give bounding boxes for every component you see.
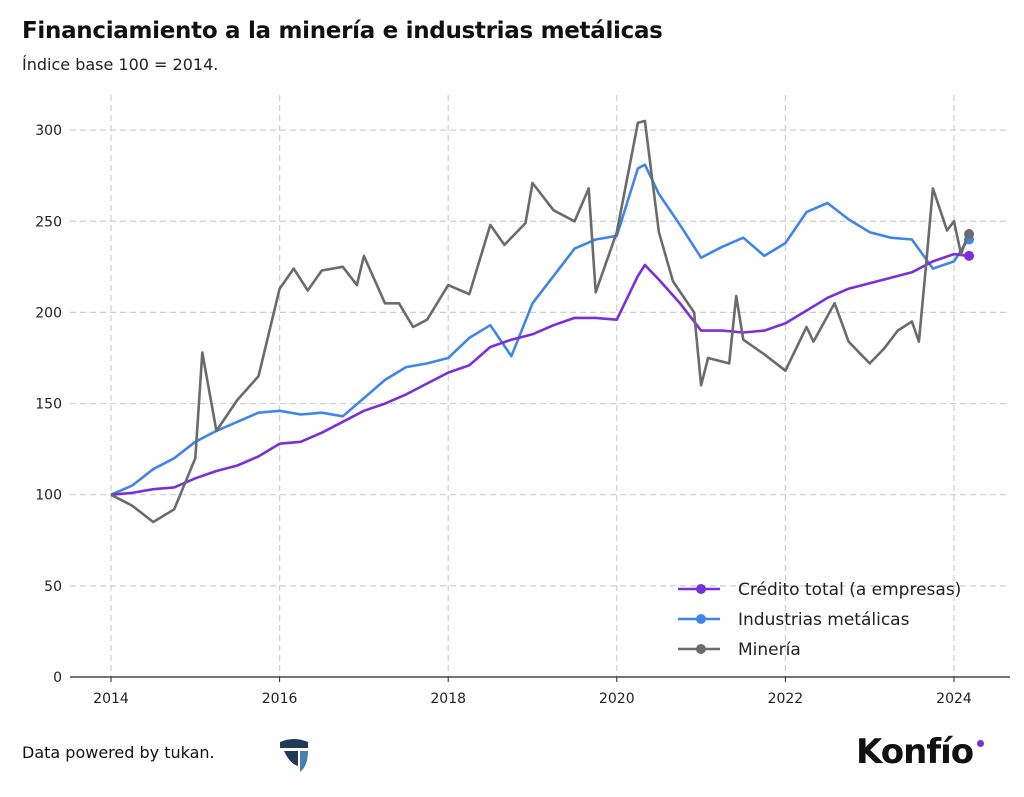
x-tick-label: 2016 — [262, 691, 298, 707]
legend-label-2: Minería — [738, 640, 801, 660]
series-end-dot-0 — [964, 250, 975, 261]
y-tick-label: 250 — [35, 214, 62, 230]
y-tick-label: 100 — [35, 488, 62, 504]
legend-marker-2 — [696, 644, 706, 654]
legend-marker-1 — [696, 614, 706, 624]
y-tick-label: 150 — [35, 397, 62, 413]
series-line-0 — [110, 252, 969, 496]
legend-label-0: Crédito total (a empresas) — [738, 580, 961, 600]
y-tick-label: 50 — [44, 579, 62, 595]
y-tick-label: 300 — [35, 123, 62, 139]
x-tick-label: 2020 — [599, 691, 635, 707]
series-line-2 — [110, 119, 970, 524]
series-end-dot-2 — [964, 229, 975, 240]
y-tick-label: 0 — [53, 670, 62, 686]
chart-title: Financiamiento a la minería e industrias… — [22, 18, 663, 44]
series-line-1 — [110, 163, 970, 496]
tukan-logo-icon — [280, 739, 308, 772]
source-note: Data powered by tukan. — [22, 743, 215, 762]
x-tick-label: 2018 — [430, 691, 466, 707]
x-tick-label: 2024 — [936, 691, 972, 707]
x-tick-label: 2014 — [93, 691, 129, 707]
x-tick-label: 2022 — [768, 691, 804, 707]
legend-marker-0 — [696, 584, 706, 594]
konfio-logo-dot — [977, 740, 984, 747]
y-tick-label: 200 — [35, 305, 62, 321]
chart-subtitle: Índice base 100 = 2014. — [22, 55, 219, 74]
konfio-logo: Konfío — [856, 732, 974, 772]
legend-label-1: Industrias metálicas — [738, 610, 910, 630]
